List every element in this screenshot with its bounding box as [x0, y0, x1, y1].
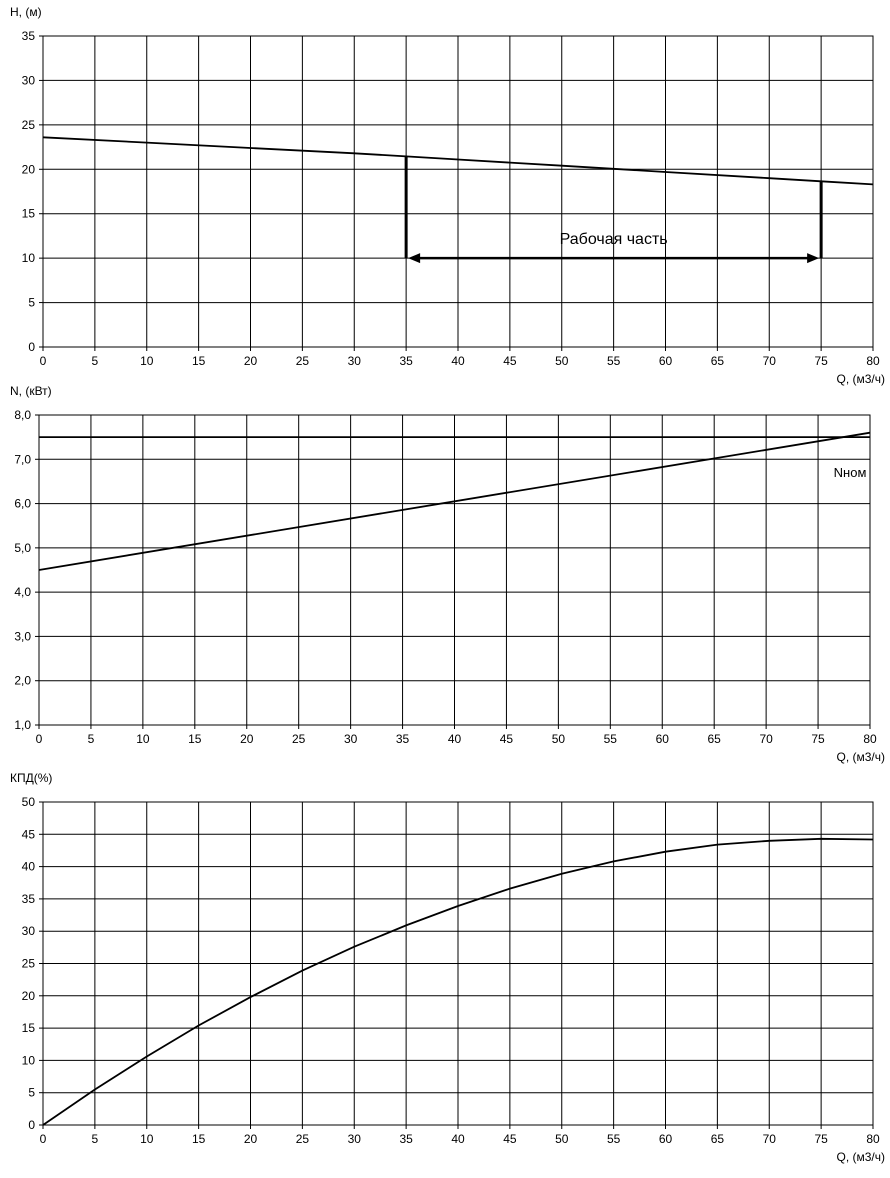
chart3-y-tick-label: 5 [28, 1086, 35, 1100]
chart2-y-tick-label: 2,0 [14, 674, 31, 688]
chart2-x-tick-label: 0 [36, 732, 43, 746]
chart2-x-tick-label: 25 [292, 732, 306, 746]
chart3-x-tick-label: 80 [866, 1132, 880, 1146]
chart2-y-tick-label: 7,0 [14, 452, 31, 466]
chart1-plot-frame [42, 35, 874, 348]
chart3-x-tick-label: 45 [503, 1132, 517, 1146]
chart2-x-tick-label: 60 [656, 732, 670, 746]
chart3-y-tick-label: 10 [22, 1053, 36, 1067]
chart3-x-tick-label: 70 [763, 1132, 777, 1146]
chart3-x-tick-label: 55 [607, 1132, 621, 1146]
chart3-x-tick-label: 5 [92, 1132, 99, 1146]
chart3-y-tick-label: 15 [22, 1021, 36, 1035]
chart2-x-tick-label: 50 [552, 732, 566, 746]
chart3-x-tick-label: 10 [140, 1132, 154, 1146]
chart3-x-tick-label: 15 [192, 1132, 206, 1146]
chart2-y-tick-label: 4,0 [14, 585, 31, 599]
chart2-x-tick-label: 55 [604, 732, 618, 746]
chart2-y-tick-label: 3,0 [14, 629, 31, 643]
chart1-x-tick-label: 15 [192, 354, 206, 368]
chart2-x-tick-label: 70 [759, 732, 773, 746]
chart2-x-tick-label: 35 [396, 732, 410, 746]
chart2-y-tick-label: 1,0 [14, 718, 31, 732]
chart1-x-tick-label: 40 [451, 354, 465, 368]
chart2-y-tick-label: 8,0 [14, 408, 31, 422]
chart3-y-tick-label: 30 [22, 924, 36, 938]
chart3-plot-frame [42, 801, 874, 1126]
chart1-x-tick-label: 75 [814, 354, 828, 368]
nominal-power-label: Nном [834, 465, 867, 480]
chart3-y-tick-label: 35 [22, 892, 36, 906]
working-range-arrow-head-left [408, 253, 421, 264]
chart2-series-1-line [38, 431, 871, 571]
chart1-y-tick-label: 25 [22, 118, 36, 132]
chart1-x-tick-label: 0 [40, 354, 47, 368]
chart2-x-tick-label: 15 [188, 732, 202, 746]
chart3-x-tick-label: 65 [711, 1132, 725, 1146]
chart2-x-tick-label: 30 [344, 732, 358, 746]
chart3-x-tick-label: 25 [296, 1132, 310, 1146]
chart1-x-tick-label: 25 [296, 354, 310, 368]
chart1-x-tick-label: 55 [607, 354, 621, 368]
chart2-x-tick-label: 80 [863, 732, 877, 746]
chart1-x-tick-label: 80 [866, 354, 880, 368]
chart1-x-tick-label: 50 [555, 354, 569, 368]
chart1-y-tick-label: 20 [22, 162, 36, 176]
chart1-x-tick-label: 65 [711, 354, 725, 368]
chart3-y-tick-label: 50 [22, 795, 36, 809]
chart2-x-tick-label: 5 [88, 732, 95, 746]
chart3-x-tick-label: 35 [399, 1132, 413, 1146]
chart3-x-axis-title: Q, (м3/ч) [836, 1150, 885, 1164]
chart3-series-1-line [42, 837, 874, 1126]
chart2-y-tick-label: 6,0 [14, 497, 31, 511]
chart1-y-tick-label: 35 [22, 29, 36, 43]
chart1-y-tick-label: 30 [22, 73, 36, 87]
chart3-y-tick-label: 40 [22, 860, 36, 874]
working-range-label: Рабочая часть [560, 231, 668, 248]
chart1-y-tick-label: 10 [22, 251, 36, 265]
chart3-x-tick-label: 75 [814, 1132, 828, 1146]
chart1-y-tick-label: 5 [28, 296, 35, 310]
chart1-x-tick-label: 70 [763, 354, 777, 368]
chart2-x-tick-label: 45 [500, 732, 514, 746]
chart1-x-tick-label: 20 [244, 354, 258, 368]
chart3-x-tick-label: 0 [40, 1132, 47, 1146]
chart1-x-tick-label: 30 [348, 354, 362, 368]
chart1-y-tick-label: 15 [22, 207, 36, 221]
chart1-x-tick-label: 45 [503, 354, 517, 368]
chart3-x-tick-label: 60 [659, 1132, 673, 1146]
chart1-x-tick-label: 60 [659, 354, 673, 368]
chart1-x-tick-label: 35 [399, 354, 413, 368]
chart3-x-tick-label: 30 [348, 1132, 362, 1146]
chart2-x-tick-label: 75 [811, 732, 825, 746]
chart1-y-tick-label: 0 [28, 340, 35, 354]
chart2-x-tick-label: 40 [448, 732, 462, 746]
chart1-y-axis-title: H, (м) [10, 5, 42, 19]
chart3-x-tick-label: 40 [451, 1132, 465, 1146]
chart3-y-tick-label: 20 [22, 989, 36, 1003]
chart3-y-tick-label: 25 [22, 957, 36, 971]
chart2-x-tick-label: 65 [708, 732, 722, 746]
chart2-y-tick-label: 5,0 [14, 541, 31, 555]
chart2-x-tick-label: 20 [240, 732, 254, 746]
working-range-arrow-head-right [807, 253, 820, 264]
chart3-y-tick-label: 0 [28, 1118, 35, 1132]
chart3-x-tick-label: 20 [244, 1132, 258, 1146]
chart1-x-tick-label: 10 [140, 354, 154, 368]
chart1-x-axis-title: Q, (м3/ч) [836, 372, 885, 386]
chart2-x-tick-label: 10 [136, 732, 150, 746]
chart1-x-tick-label: 5 [92, 354, 99, 368]
chart3-y-tick-label: 45 [22, 827, 36, 841]
chart3-x-tick-label: 50 [555, 1132, 569, 1146]
chart2-x-axis-title: Q, (м3/ч) [836, 750, 885, 764]
chart2-y-axis-title: N, (кВт) [10, 384, 52, 398]
chart1-series-1-line [42, 136, 874, 186]
chart3-y-axis-title: КПД(%) [10, 771, 52, 785]
